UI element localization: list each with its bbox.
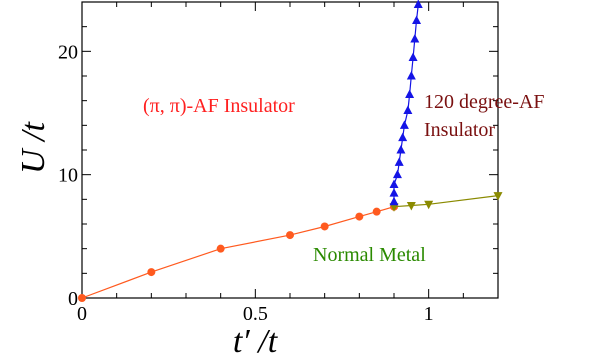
series-1 [389,192,503,212]
data-point [389,188,399,197]
data-point [389,196,399,206]
data-point [389,179,399,189]
data-point [392,169,402,179]
data-point [405,89,415,98]
data-point [406,202,416,211]
data-point [216,244,225,253]
x-tick-label: 0.5 [243,303,268,325]
annotation-layer: (π, π)-AF Insulator 120 degree-AF Insulato… [143,91,545,266]
annotation-af-120-line2: Insulator [424,119,495,141]
data-point [408,52,418,61]
data-point [398,132,408,142]
data-point [147,268,156,277]
data-point [372,207,381,216]
x-tick-label: 0 [77,303,87,325]
data-point [396,145,406,154]
y-tick-label: 0 [68,288,78,310]
y-tick-label: 10 [58,165,78,187]
y-tick-label: 20 [58,41,78,63]
annotation-af-pi: (π, π)-AF Insulator [143,95,295,117]
x-axis-title: t′ /t [233,323,279,360]
data-point [320,222,329,231]
data-point [403,105,413,115]
annotation-normal-metal: Normal Metal [313,244,426,266]
data-point [424,200,434,210]
data-point [410,34,420,43]
series-layer [78,0,503,302]
data-point [406,71,416,80]
data-point [412,15,422,24]
data-point [355,212,364,221]
data-point [286,231,294,240]
plot-frame [81,1,499,299]
data-point [78,294,86,302]
series-2 [389,0,423,206]
y-axis-title: U /t [15,120,52,174]
series-line [393,195,499,208]
data-point [389,203,399,212]
annotation-af-120-line1: 120 degree-AF [424,91,545,113]
data-point [413,0,423,8]
x-tick-label: 1 [424,303,434,325]
data-point [399,120,409,129]
data-point [394,157,404,166]
data-point [493,192,503,201]
